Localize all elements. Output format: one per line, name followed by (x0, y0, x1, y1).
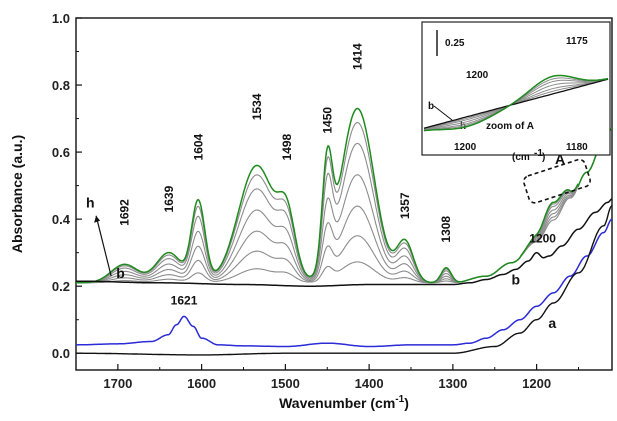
x-tick-label: 1300 (438, 376, 467, 391)
inset-peak-1200: 1200 (466, 70, 489, 81)
plot-frame (75, 17, 613, 371)
x-tick-label: 1200 (522, 376, 551, 391)
curves (76, 107, 612, 356)
inset-zoom-panel: 0.25 1175 1200 b h zoom of A 1200 1180 (… (421, 21, 611, 163)
spectrum-h (76, 107, 612, 284)
y-tick-label: 0.4 (52, 212, 71, 227)
peak-label-1308: 1308 (439, 216, 453, 243)
inset-tick-1180: 1180 (566, 142, 588, 153)
y-axis-ticks: 0.0 0.2 0.4 0.6 0.8 1.0 (52, 11, 82, 361)
y-tick-label: 0.8 (52, 78, 70, 93)
plot-area: 0.0 0.2 0.4 0.6 0.8 1.0 1700 1600 1500 1400 1300 12… (9, 11, 613, 411)
inset-peak-1175: 1175 (566, 36, 588, 47)
curve-label-h: h (86, 194, 95, 210)
peak-label-1357: 1357 (398, 192, 412, 219)
y-tick-label: 0.6 (52, 145, 70, 160)
spectrum-baseline (76, 205, 612, 356)
inset-axis-unit-close: ) (542, 152, 545, 163)
peak-label-1692: 1692 (118, 199, 132, 226)
x-tick-label: 1600 (187, 376, 216, 391)
x-tick-label: 1700 (103, 376, 132, 391)
peak-label-1534: 1534 (250, 93, 264, 120)
inset-axis-unit-sup: -1 (534, 148, 543, 159)
y-tick-label: 0.2 (52, 279, 70, 294)
arrow-head (94, 215, 101, 223)
zoom-region-label: A (555, 151, 565, 167)
inset-axis-unit: (cm (512, 152, 530, 163)
peak-label-1604: 1604 (191, 133, 205, 160)
inset-spectrum-h (423, 74, 609, 132)
x-axis-ticks: 1700 1600 1500 1400 1300 1200 (75, 364, 579, 391)
curve-label-b-left: b (116, 265, 125, 281)
inset-spectrum-b (423, 78, 609, 129)
x-axis-title: Wavenumber (cm-1) (279, 394, 409, 411)
inset-frame (421, 21, 611, 156)
inset-scale-label: 0.25 (445, 38, 465, 49)
curve-label-b: b (512, 272, 521, 288)
y-tick-label: 0.0 (52, 346, 70, 361)
spectrum-b (76, 198, 612, 287)
inset-label-b: b (428, 101, 434, 112)
x-tick-label: 1400 (355, 376, 384, 391)
x-tick-label: 1500 (271, 376, 300, 391)
peak-labels: 1692 1639 1604 1534 1498 1450 1414 1357 1308 1200… (118, 43, 557, 308)
peak-label-1414: 1414 (350, 43, 364, 70)
spectrum-a (76, 218, 612, 348)
peak-label-1200: 1200 (529, 232, 556, 246)
peak-label-1498: 1498 (280, 133, 294, 160)
curve-labels: a b b h (86, 194, 556, 331)
peak-label-1639: 1639 (162, 185, 176, 212)
peak-label-1621: 1621 (171, 294, 198, 308)
curve-label-a: a (548, 315, 556, 331)
y-axis-title: Absorbance (a.u.) (9, 135, 25, 253)
inset-arrow (433, 105, 453, 121)
inset-curves (423, 30, 609, 132)
peak-label-1450: 1450 (320, 107, 334, 134)
zoom-region-box (522, 158, 591, 204)
inset-title: zoom of A (486, 121, 534, 132)
inset-tick-1200: 1200 (454, 142, 477, 153)
arrow-b-to-h (95, 215, 112, 277)
y-tick-label: 1.0 (52, 11, 70, 26)
